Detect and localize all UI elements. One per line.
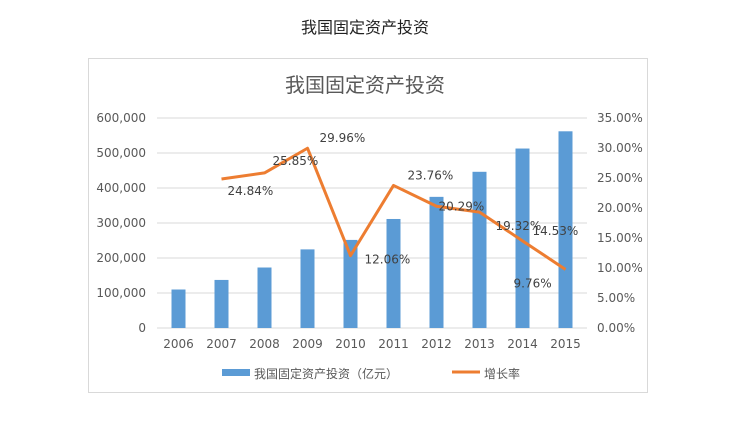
data-label: 12.06% (365, 253, 411, 267)
chart-title: 我国固定资产投资 (285, 73, 445, 97)
bar (214, 279, 229, 328)
x-tick: 2015 (550, 337, 581, 351)
legend-label-bar: 我国固定资产投资（亿元） (254, 366, 398, 381)
bar (171, 289, 186, 328)
bar (429, 196, 444, 328)
data-label: 9.76% (514, 276, 552, 290)
data-label: 24.84% (228, 184, 274, 198)
data-label: 29.96% (320, 131, 366, 145)
x-tick: 2006 (163, 337, 194, 351)
x-tick: 2013 (464, 337, 495, 351)
y-left-tick: 300,000 (96, 216, 146, 230)
data-label: 25.85% (273, 154, 319, 168)
y-right-tick: 30.00% (597, 141, 643, 155)
growth-line (221, 146, 567, 271)
legend-label-line: 增长率 (484, 366, 520, 381)
bar (343, 239, 358, 328)
y-right-tick: 0.00% (597, 321, 635, 335)
x-tick: 2014 (507, 337, 538, 351)
data-label: 20.29% (439, 199, 485, 213)
data-label: 14.53% (533, 224, 579, 238)
data-label: 19.32% (496, 219, 542, 233)
y-right-tick: 10.00% (597, 261, 643, 275)
y-left-tick: 600,000 (96, 111, 146, 125)
y-right-tick: 25.00% (597, 171, 643, 185)
y-left-tick: 0 (138, 321, 146, 335)
bar (257, 267, 272, 328)
bar (558, 131, 573, 328)
x-tick: 2010 (335, 337, 366, 351)
data-label: 23.76% (408, 168, 454, 182)
y-left-tick: 400,000 (96, 181, 146, 195)
bar (515, 148, 530, 328)
y-right-tick: 35.00% (597, 111, 643, 125)
x-tick: 2012 (421, 337, 452, 351)
bar (300, 249, 315, 328)
bar (472, 171, 487, 328)
y-right-tick: 20.00% (597, 201, 643, 215)
x-tick: 2007 (206, 337, 237, 351)
bar (386, 218, 401, 328)
x-tick: 2009 (292, 337, 323, 351)
chart-frame (88, 58, 648, 393)
y-left-tick: 200,000 (96, 251, 146, 265)
y-left-tick: 500,000 (96, 146, 146, 160)
legend-swatch-bar (222, 369, 250, 376)
x-tick: 2011 (378, 337, 409, 351)
page-title: 我国固定资产投资 (300, 18, 429, 37)
y-right-tick: 15.00% (597, 231, 643, 245)
y-left-tick: 100,000 (96, 286, 146, 300)
x-tick: 2008 (249, 337, 280, 351)
y-right-tick: 5.00% (597, 291, 635, 305)
